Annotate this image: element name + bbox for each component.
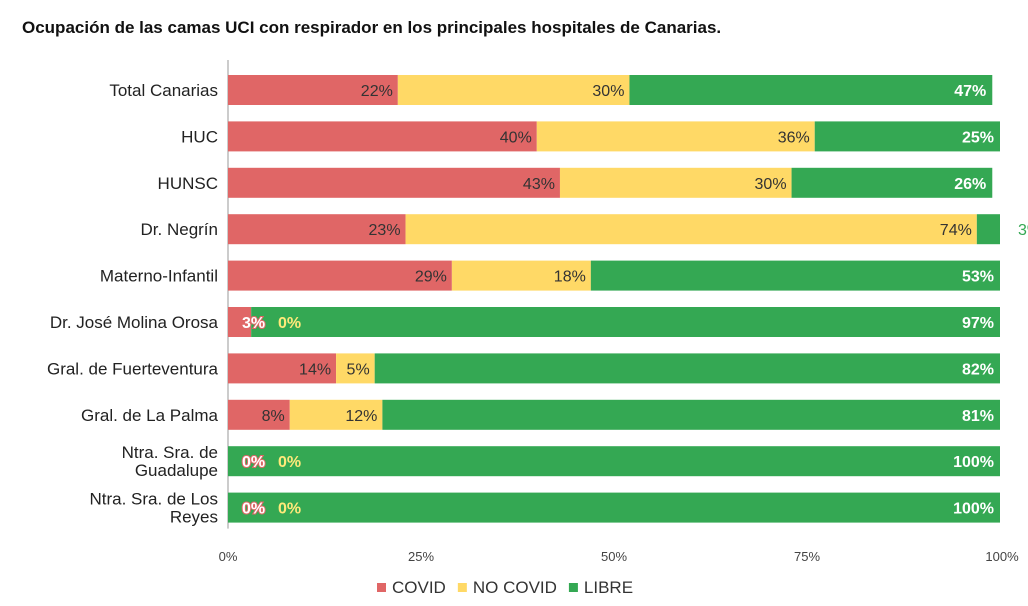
data-label: 0% [242,454,265,471]
data-label: 5% [347,361,370,378]
data-label: 30% [755,176,787,193]
bar-segment-covid [228,121,537,152]
data-label: 0% [242,501,265,518]
bar-segment-no-covid [451,260,591,291]
bar-segment-covid [228,75,398,105]
data-label: 0% [278,501,301,518]
bar-segment-libre [814,121,1000,152]
bar-segment-no-covid [336,353,375,384]
legend-swatch [568,583,578,592]
legend-label: COVID [392,578,446,597]
category-label: Total Canarias [109,81,218,100]
bar-segment-covid [228,214,406,245]
data-label: 3% [242,315,265,332]
legend-label: LIBRE [584,578,633,597]
data-label: 23% [369,222,401,239]
chart-title: Ocupación de las camas UCI con respirado… [22,18,722,37]
x-tick-label: 25% [408,549,434,564]
data-label: 97% [962,315,994,332]
data-label: 100% [953,454,994,471]
category-label: Gral. de Fuerteventura [47,359,219,378]
category-label: Ntra. Sra. de Los Reyes [89,490,218,527]
x-tick-label: 75% [794,549,820,564]
data-label: 0% [278,315,301,332]
bar-segment-covid [228,260,452,291]
data-label: 22% [361,83,393,100]
bar-segment-libre [629,75,993,105]
data-label: 53% [962,269,994,286]
bar-segment-covid [228,167,560,198]
bar-segment-libre [791,167,993,198]
data-label: 18% [554,269,586,286]
bar-segment-covid [228,399,290,430]
legend-label: NO COVID [473,578,557,597]
bar-segment-no-covid [397,75,630,105]
bar-segment-libre [251,307,1000,337]
category-label: Dr. José Molina Orosa [50,313,219,332]
data-label: 26% [954,176,986,193]
bar-segment-libre [590,260,1000,291]
data-label: 82% [962,361,994,378]
category-label: Dr. Negrín [141,220,218,239]
data-label: 43% [523,176,555,193]
category-label: HUNSC [158,174,218,193]
bar-segment-libre [228,446,1000,477]
bar-segment-libre [228,492,1000,523]
data-label: 40% [500,129,532,146]
data-label: 8% [262,408,285,425]
data-label: 0% [278,454,301,471]
category-label: Materno-Infantil [100,267,218,286]
bar-segment-no-covid [536,121,815,152]
bar-segment-covid [228,353,337,384]
data-label: 47% [954,83,986,100]
bar-segment-libre [976,214,1000,245]
data-label: 100% [953,501,994,518]
data-label: 36% [778,129,810,146]
bar-segment-no-covid [289,399,383,430]
data-label: 81% [962,408,994,425]
data-label: 25% [962,129,994,146]
legend-swatch [377,583,386,592]
data-label: 14% [299,361,331,378]
category-label: Ntra. Sra. de Guadalupe [122,443,218,480]
bar-segment-no-covid [405,214,977,245]
bar-segment-covid [228,307,252,337]
x-tick-label: 0% [219,549,238,564]
data-label: 30% [592,83,624,100]
bar-segment-libre [382,399,1000,430]
category-label: HUC [181,127,218,146]
data-label: 12% [345,408,377,425]
bar-segment-libre [374,353,1000,384]
bar-segment-no-covid [559,167,792,198]
x-tick-label: 50% [601,549,627,564]
category-label: Gral. de La Palma [81,406,219,425]
legend-swatch [457,583,467,592]
x-tick-label: 100% [985,549,1019,564]
data-label: 3% [1018,222,1028,239]
data-label: 74% [940,222,972,239]
data-label: 29% [415,269,447,286]
